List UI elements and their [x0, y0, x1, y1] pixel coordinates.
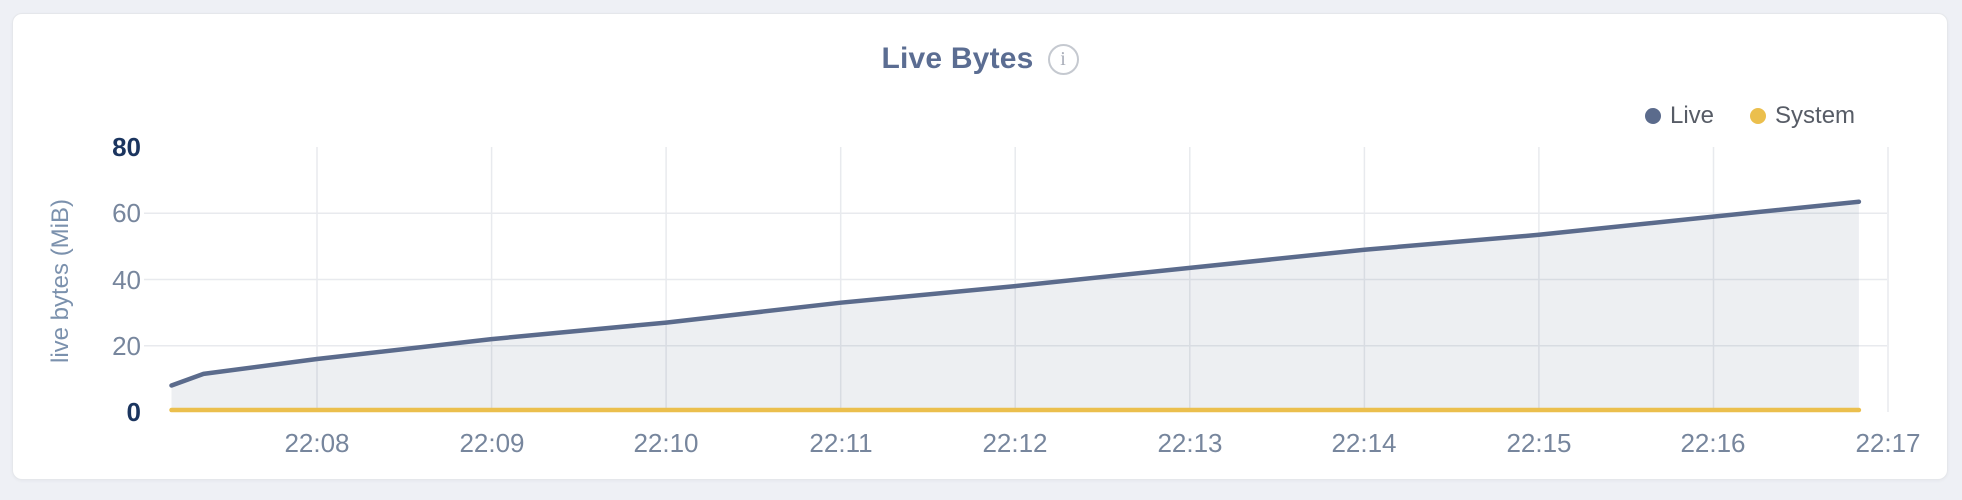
- y-tick-label: 20: [112, 331, 141, 361]
- x-tick-label: 22:12: [982, 428, 1048, 458]
- chart-title: Live Bytes: [881, 42, 1034, 75]
- chart-card: Live Bytes i Live System live bytes (MiB…: [12, 13, 1948, 480]
- series-line-live: [169, 199, 1862, 388]
- x-tick-label: 22:15: [1506, 428, 1572, 458]
- legend-dot-system-icon: [1750, 108, 1767, 124]
- x-tick-label: 22:10: [633, 428, 699, 458]
- x-tick-label: 22:13: [1157, 428, 1223, 458]
- plot-area[interactable]: [13, 14, 1949, 481]
- legend-dot-live-icon: [1645, 108, 1661, 124]
- y-tick-label: 40: [112, 265, 141, 295]
- legend-label-system: System: [1775, 102, 1856, 129]
- series-area-live: [171, 201, 1859, 412]
- x-tick-label: 22:14: [1331, 428, 1397, 458]
- legend: Live System: [1645, 102, 1855, 130]
- chart-header: Live Bytes i: [13, 42, 1947, 76]
- info-icon[interactable]: i: [1047, 43, 1079, 75]
- y-tick-label: 80: [112, 132, 141, 162]
- x-tick-label: 22:08: [284, 428, 350, 458]
- x-tick-label: 22:16: [1680, 428, 1746, 458]
- legend-item-system[interactable]: System: [1750, 102, 1855, 130]
- x-tick-label: 22:11: [809, 428, 873, 458]
- x-tick-label: 22:17: [1855, 428, 1921, 458]
- y-tick-label: 0: [126, 397, 141, 427]
- y-tick-label: 60: [112, 198, 141, 228]
- legend-item-live[interactable]: Live: [1645, 102, 1714, 130]
- x-tick-label: 22:09: [459, 428, 525, 458]
- legend-label-live: Live: [1670, 102, 1715, 129]
